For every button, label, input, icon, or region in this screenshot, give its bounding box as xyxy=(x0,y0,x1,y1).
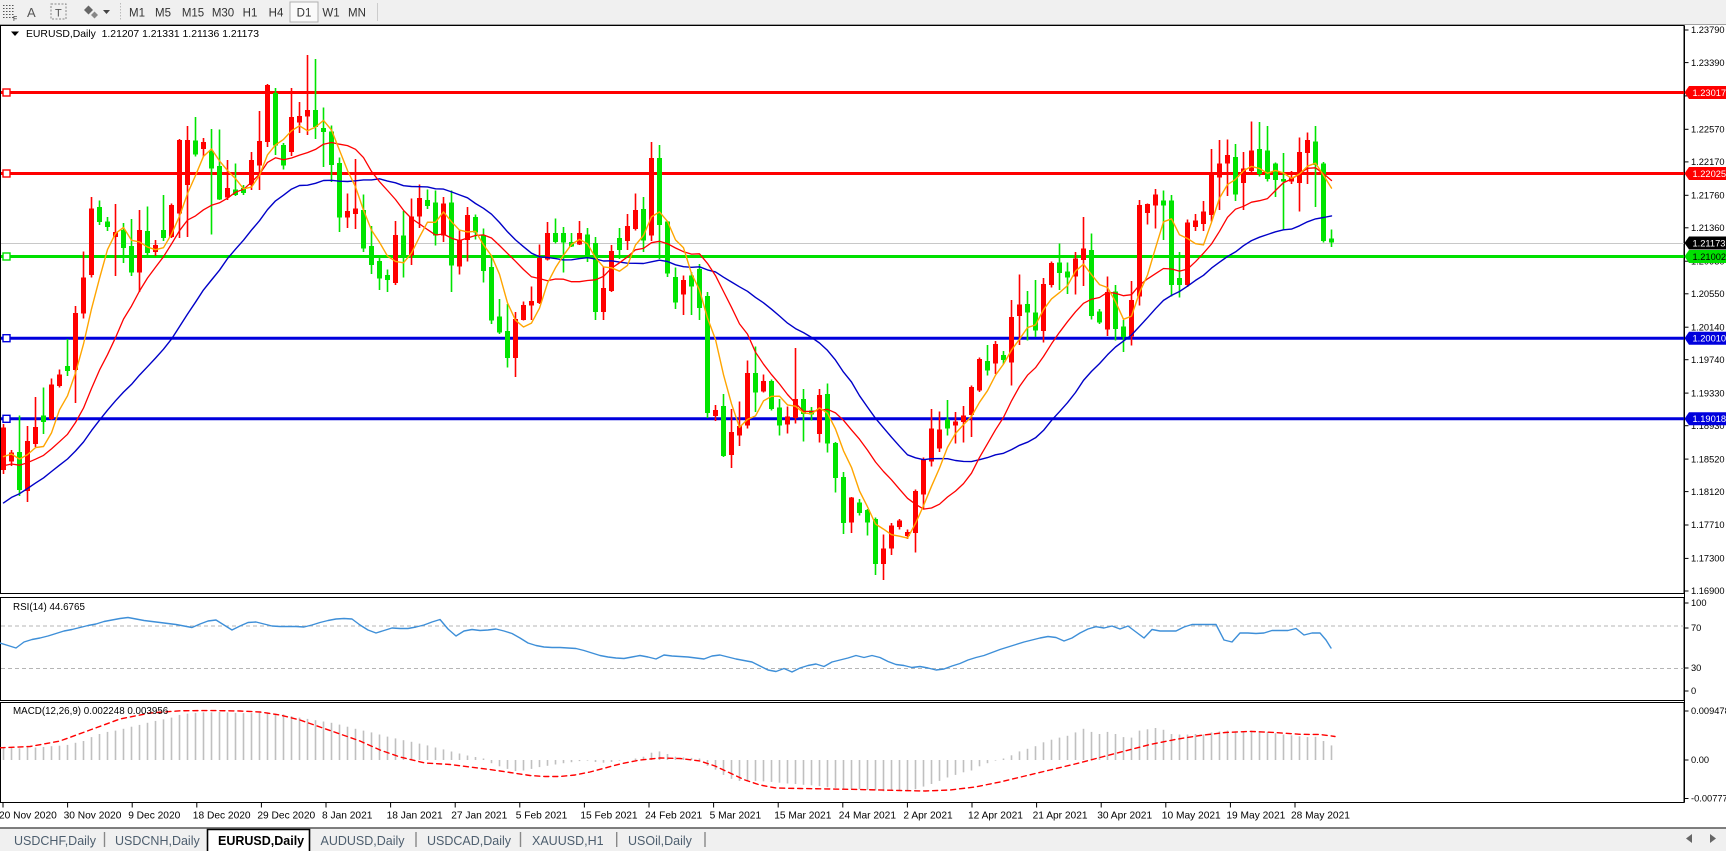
svg-text:100: 100 xyxy=(1691,598,1707,608)
svg-text:1.20010: 1.20010 xyxy=(1693,334,1726,344)
svg-text:70: 70 xyxy=(1691,623,1701,633)
svg-text:1.21002: 1.21002 xyxy=(1693,252,1726,262)
svg-text:RSI(14) 44.6765: RSI(14) 44.6765 xyxy=(13,602,85,613)
svg-text:1.21173: 1.21173 xyxy=(1693,238,1726,248)
svg-text:15 Mar 2021: 15 Mar 2021 xyxy=(774,811,832,822)
svg-text:1.16900: 1.16900 xyxy=(1691,586,1725,596)
svg-text:24 Mar 2021: 24 Mar 2021 xyxy=(839,811,897,822)
svg-text:5 Feb 2021: 5 Feb 2021 xyxy=(516,811,568,822)
svg-text:0: 0 xyxy=(1691,686,1696,696)
svg-text:1.23790: 1.23790 xyxy=(1691,25,1725,35)
svg-text:M5: M5 xyxy=(155,8,171,20)
svg-text:-0.007778: -0.007778 xyxy=(1691,794,1726,804)
svg-text:H1: H1 xyxy=(243,8,258,20)
svg-text:27 Jan 2021: 27 Jan 2021 xyxy=(451,811,507,822)
svg-text:0.009478: 0.009478 xyxy=(1691,706,1726,716)
svg-text:30: 30 xyxy=(1691,663,1701,673)
svg-text:M15: M15 xyxy=(182,8,204,20)
svg-text:5 Mar 2021: 5 Mar 2021 xyxy=(710,811,762,822)
svg-text:D1: D1 xyxy=(297,8,312,20)
svg-text:EURUSD,Daily: EURUSD,Daily xyxy=(218,834,304,848)
svg-text:1.19740: 1.19740 xyxy=(1691,355,1725,365)
svg-text:1.19018: 1.19018 xyxy=(1693,414,1726,424)
svg-text:2 Apr 2021: 2 Apr 2021 xyxy=(903,811,953,822)
svg-text:18 Jan 2021: 18 Jan 2021 xyxy=(387,811,443,822)
svg-text:1.21360: 1.21360 xyxy=(1691,223,1725,233)
svg-text:1.22170: 1.22170 xyxy=(1691,157,1725,167)
svg-text:USDCNH,Daily: USDCNH,Daily xyxy=(115,834,200,848)
svg-text:1.20550: 1.20550 xyxy=(1691,289,1725,299)
svg-text:24 Feb 2021: 24 Feb 2021 xyxy=(645,811,703,822)
svg-text:21 Apr 2021: 21 Apr 2021 xyxy=(1033,811,1088,822)
svg-text:M30: M30 xyxy=(212,8,234,20)
svg-text:EURUSD,Daily 1.21207 1.21331: EURUSD,Daily 1.21207 1.21331 1.21136 1.2… xyxy=(26,29,259,40)
svg-text:1.21760: 1.21760 xyxy=(1691,191,1725,201)
svg-text:0.00: 0.00 xyxy=(1691,755,1709,765)
svg-text:1.18520: 1.18520 xyxy=(1691,454,1725,464)
svg-text:29 Dec 2020: 29 Dec 2020 xyxy=(257,811,315,822)
svg-text:W1: W1 xyxy=(322,8,339,20)
svg-text:28 May 2021: 28 May 2021 xyxy=(1291,811,1350,822)
svg-text:1.17710: 1.17710 xyxy=(1691,520,1725,530)
svg-text:1.18930: 1.18930 xyxy=(1691,421,1725,431)
svg-text:1.17300: 1.17300 xyxy=(1691,554,1725,564)
svg-text:30 Apr 2021: 30 Apr 2021 xyxy=(1097,811,1152,822)
svg-text:AUDUSD,Daily: AUDUSD,Daily xyxy=(321,834,406,848)
svg-text:USDCHF,Daily: USDCHF,Daily xyxy=(14,834,97,848)
svg-text:12 Apr 2021: 12 Apr 2021 xyxy=(968,811,1023,822)
svg-text:1.23017: 1.23017 xyxy=(1693,88,1726,98)
svg-text:9 Dec 2020: 9 Dec 2020 xyxy=(128,811,180,822)
svg-text:15 Feb 2021: 15 Feb 2021 xyxy=(580,811,638,822)
svg-text:1.22025: 1.22025 xyxy=(1693,169,1726,179)
svg-text:18 Dec 2020: 18 Dec 2020 xyxy=(193,811,251,822)
svg-text:MACD(12,26,9) 0.002248 0.00395: MACD(12,26,9) 0.002248 0.003956 xyxy=(13,706,169,717)
svg-text:T: T xyxy=(55,8,62,20)
svg-text:30 Nov 2020: 30 Nov 2020 xyxy=(64,811,122,822)
svg-text:MN: MN xyxy=(348,8,366,20)
svg-text:8 Jan 2021: 8 Jan 2021 xyxy=(322,811,373,822)
svg-text:10 May 2021: 10 May 2021 xyxy=(1162,811,1221,822)
svg-text:USDCAD,Daily: USDCAD,Daily xyxy=(427,834,512,848)
svg-text:20 Nov 2020: 20 Nov 2020 xyxy=(0,811,57,822)
svg-text:1.19330: 1.19330 xyxy=(1691,388,1725,398)
svg-text:19 May 2021: 19 May 2021 xyxy=(1226,811,1285,822)
svg-text:F: F xyxy=(13,16,17,23)
svg-text:A: A xyxy=(27,5,36,20)
svg-text:H4: H4 xyxy=(269,8,284,20)
svg-text:M1: M1 xyxy=(129,8,145,20)
svg-text:XAUUSD,H1: XAUUSD,H1 xyxy=(532,834,604,848)
svg-text:1.23390: 1.23390 xyxy=(1691,58,1725,68)
svg-text:USOil,Daily: USOil,Daily xyxy=(628,834,693,848)
svg-text:1.20140: 1.20140 xyxy=(1691,322,1725,332)
svg-text:1.22570: 1.22570 xyxy=(1691,125,1725,135)
svg-text:1.18120: 1.18120 xyxy=(1691,487,1725,497)
